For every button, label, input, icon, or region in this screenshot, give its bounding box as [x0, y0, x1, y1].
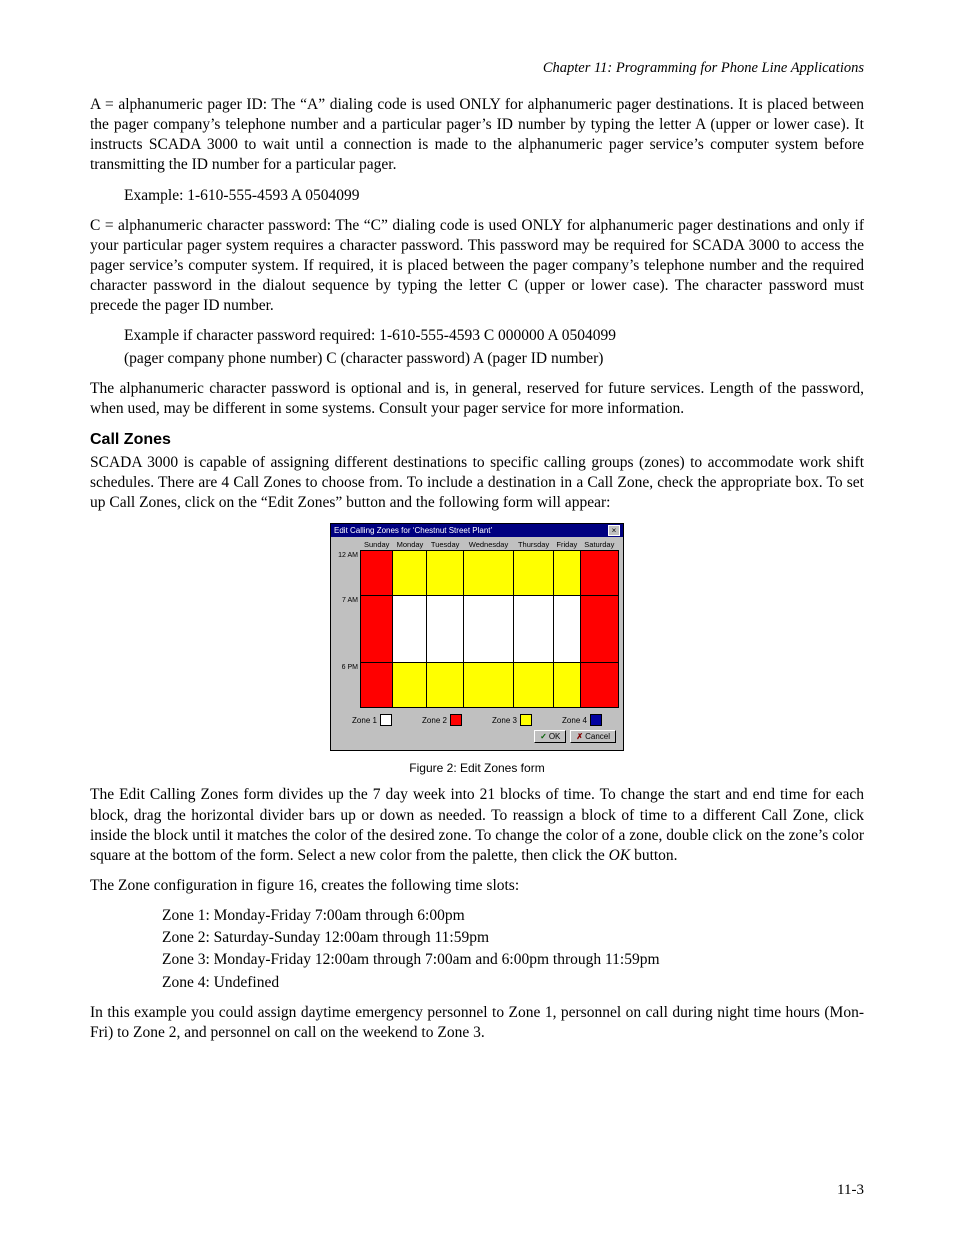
day-header: Wednesday [463, 539, 513, 551]
paragraph-edit-form: The Edit Calling Zones form divides up t… [90, 785, 864, 866]
edit-zones-dialog: Edit Calling Zones for ‘Chestnut Street … [330, 523, 624, 751]
paragraph-alpha-note: The alphanumeric character password is o… [90, 379, 864, 419]
dialog-button-row: ✓ OK ✗ Cancel [335, 730, 619, 746]
cancel-button-label: Cancel [585, 732, 610, 741]
zone-cell[interactable] [393, 596, 427, 663]
legend-row: Zone 1 Zone 2 Zone 3 Zone 4 [335, 708, 619, 730]
zone2-line: Zone 2: Saturday-Sunday 12:00am through … [162, 928, 864, 948]
grid-row: 7 AM [335, 596, 619, 663]
document-page: Chapter 11: Programming for Phone Line A… [0, 0, 954, 1235]
time-label: 7 AM [335, 596, 361, 663]
example-c-line2: (pager company phone number) C (characte… [124, 349, 864, 369]
zone-cell[interactable] [554, 596, 581, 663]
zone1-swatch[interactable] [380, 714, 392, 726]
legend-label: Zone 4 [562, 716, 587, 725]
zone-cell[interactable] [393, 551, 427, 596]
zone-cell[interactable] [514, 596, 554, 663]
time-label: 12 AM [335, 551, 361, 596]
example-a: Example: 1-610-555-4593 A 0504099 [124, 186, 864, 206]
example-c-line1: Example if character password required: … [124, 326, 864, 346]
ok-emphasis: OK [609, 847, 631, 864]
zone-cell[interactable] [361, 551, 393, 596]
paragraph-edit-form-post: button. [630, 847, 677, 864]
paragraph-config-intro: The Zone configuration in figure 16, cre… [90, 876, 864, 896]
figure-edit-zones: Edit Calling Zones for ‘Chestnut Street … [90, 523, 864, 751]
zones-grid: Sunday Monday Tuesday Wednesday Thursday… [335, 539, 619, 708]
day-header: Thursday [514, 539, 554, 551]
zone-cell[interactable] [554, 663, 581, 708]
time-label: 6 PM [335, 663, 361, 708]
zone-cell[interactable] [427, 551, 463, 596]
grid-header-row: Sunday Monday Tuesday Wednesday Thursday… [335, 539, 619, 551]
paragraph-example: In this example you could assign daytime… [90, 1003, 864, 1043]
zone-cell[interactable] [514, 663, 554, 708]
ok-button[interactable]: ✓ OK [534, 730, 566, 743]
figure-caption: Figure 2: Edit Zones form [90, 761, 864, 775]
day-header: Friday [554, 539, 581, 551]
dialog-body: Sunday Monday Tuesday Wednesday Thursday… [331, 537, 623, 750]
heading-call-zones: Call Zones [90, 431, 864, 449]
zone-cell[interactable] [463, 551, 513, 596]
paragraph-edit-form-pre: The Edit Calling Zones form divides up t… [90, 786, 864, 863]
legend-item-zone4[interactable]: Zone 4 [562, 714, 602, 726]
legend-item-zone1[interactable]: Zone 1 [352, 714, 392, 726]
cancel-button[interactable]: ✗ Cancel [570, 730, 616, 743]
zone4-line: Zone 4: Undefined [162, 973, 864, 993]
zone2-swatch[interactable] [450, 714, 462, 726]
grid-corner [335, 539, 361, 551]
zone-cell[interactable] [361, 596, 393, 663]
legend-item-zone2[interactable]: Zone 2 [422, 714, 462, 726]
zone-cell[interactable] [361, 663, 393, 708]
zone-cell[interactable] [463, 663, 513, 708]
legend-label: Zone 3 [492, 716, 517, 725]
check-icon: ✓ [540, 732, 547, 741]
legend-label: Zone 1 [352, 716, 377, 725]
page-number: 11-3 [837, 1182, 864, 1199]
zone-cell[interactable] [393, 663, 427, 708]
paragraph-c-code: C = alphanumeric character password: The… [90, 216, 864, 317]
day-header: Tuesday [427, 539, 463, 551]
zone-cell[interactable] [580, 663, 618, 708]
zone-cell[interactable] [514, 551, 554, 596]
chapter-header: Chapter 11: Programming for Phone Line A… [90, 60, 864, 77]
day-header: Saturday [580, 539, 618, 551]
grid-row: 6 PM [335, 663, 619, 708]
paragraph-call-zones: SCADA 3000 is capable of assigning diffe… [90, 453, 864, 513]
paragraph-a-code: A = alphanumeric pager ID: The “A” diali… [90, 95, 864, 176]
zone1-line: Zone 1: Monday-Friday 7:00am through 6:0… [162, 906, 864, 926]
zone-cell[interactable] [554, 551, 581, 596]
legend-item-zone3[interactable]: Zone 3 [492, 714, 532, 726]
dialog-title-text: Edit Calling Zones for ‘Chestnut Street … [334, 526, 492, 535]
zone-cell[interactable] [463, 596, 513, 663]
zone-cell[interactable] [580, 596, 618, 663]
close-icon[interactable]: × [608, 525, 620, 536]
day-header: Sunday [361, 539, 393, 551]
zone3-line: Zone 3: Monday-Friday 12:00am through 7:… [162, 950, 864, 970]
zone3-swatch[interactable] [520, 714, 532, 726]
x-icon: ✗ [576, 732, 583, 741]
legend-label: Zone 2 [422, 716, 447, 725]
ok-button-label: OK [549, 732, 561, 741]
zone-cell[interactable] [427, 596, 463, 663]
zone-cell[interactable] [580, 551, 618, 596]
grid-row: 12 AM [335, 551, 619, 596]
zone4-swatch[interactable] [590, 714, 602, 726]
dialog-titlebar: Edit Calling Zones for ‘Chestnut Street … [331, 524, 623, 537]
day-header: Monday [393, 539, 427, 551]
zone-cell[interactable] [427, 663, 463, 708]
